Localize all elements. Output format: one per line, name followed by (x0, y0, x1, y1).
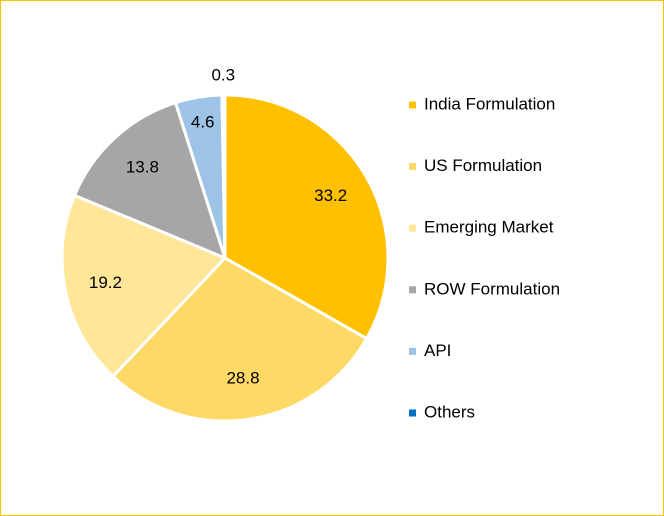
legend-marker (409, 163, 416, 171)
legend-marker (409, 101, 416, 109)
data-label: 4.6 (191, 112, 215, 131)
data-label: 19.2 (89, 273, 122, 292)
pie-slice (220, 93, 227, 259)
data-label: 0.3 (211, 65, 235, 84)
legend-label: India Formulation (424, 94, 555, 113)
legend-label: Emerging Market (424, 218, 554, 237)
legend-label: Others (424, 402, 475, 421)
legend-marker (409, 224, 416, 232)
pie-slice (223, 93, 390, 341)
data-label: 13.8 (126, 157, 159, 176)
legend-label: ROW Formulation (424, 279, 560, 298)
pie-slice (60, 193, 228, 379)
data-label: 28.8 (226, 368, 259, 387)
legend-marker (409, 409, 416, 417)
legend-marker (409, 286, 416, 294)
pie-slice (110, 256, 369, 423)
data-label: 33.2 (314, 186, 347, 205)
legend-label: US Formulation (424, 156, 542, 175)
legend-label: API (424, 341, 451, 360)
legend-marker (409, 347, 416, 355)
